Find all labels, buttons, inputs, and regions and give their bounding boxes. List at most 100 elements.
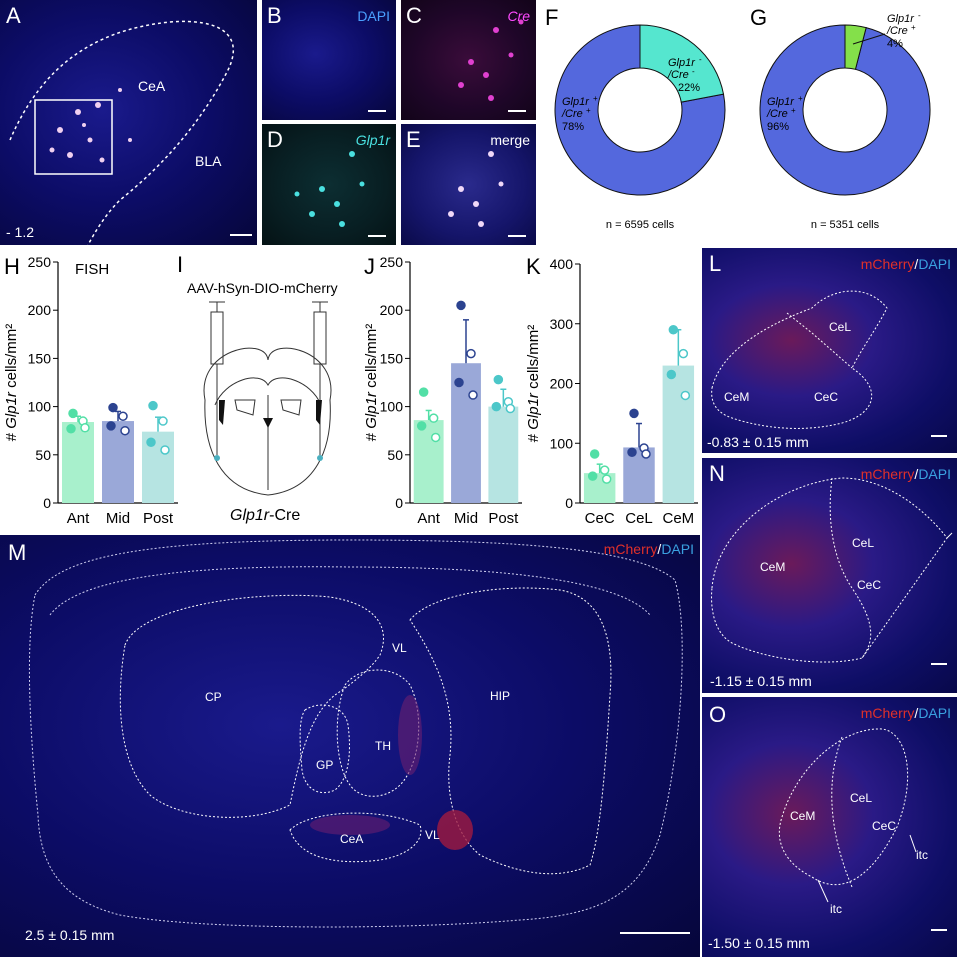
panel-b-image: B DAPI bbox=[262, 0, 396, 120]
panel-o-outline bbox=[778, 728, 917, 903]
panel-a-region-bla: BLA bbox=[195, 153, 222, 169]
slice-label-gene: Glp1r bbox=[668, 57, 696, 69]
y-axis-label: # Glp1r cells/mm² bbox=[525, 325, 542, 443]
y-tick-label: 50 bbox=[387, 447, 403, 463]
donut-slice bbox=[639, 24, 725, 103]
data-point bbox=[418, 387, 429, 397]
y-tick-label: 100 bbox=[550, 435, 574, 451]
panel-b-letter: B bbox=[267, 3, 282, 28]
data-point bbox=[641, 449, 651, 459]
data-point bbox=[118, 411, 128, 421]
data-point bbox=[106, 421, 116, 431]
panel-b-channel: DAPI bbox=[357, 8, 390, 24]
data-point bbox=[456, 300, 466, 311]
panel-c-letter: C bbox=[406, 3, 422, 28]
y-tick-label: 100 bbox=[28, 399, 52, 415]
x-tick-label: CeC bbox=[585, 510, 615, 527]
slice-label-sup: - bbox=[918, 11, 921, 20]
data-point bbox=[108, 402, 118, 413]
data-point bbox=[160, 445, 170, 455]
panel-l-letter: L bbox=[709, 251, 722, 276]
data-point bbox=[80, 423, 90, 433]
y-tick-label: 100 bbox=[380, 399, 404, 415]
bar bbox=[662, 365, 695, 503]
scale-bar bbox=[508, 235, 526, 237]
panel-d-cells bbox=[294, 151, 365, 227]
panel-i-mouse-line: Glp1r-Cre bbox=[230, 507, 300, 525]
x-tick-label: Mid bbox=[454, 510, 478, 527]
panel-m-image: M mCherry/DAPI CP VL HIP TH GP CeA VL 2.… bbox=[0, 535, 700, 957]
panel-i: I AAV-hSyn-DIO-mCherry Glp1r-Cre bbox=[175, 250, 360, 533]
data-point bbox=[491, 401, 502, 412]
panel-c-cells bbox=[458, 19, 524, 101]
stain-mcherry: mCherry bbox=[860, 466, 915, 482]
panel-m-stain: mCherry/DAPI bbox=[604, 541, 694, 557]
slice-label-sup: + bbox=[593, 94, 598, 103]
panel-m-letter: M bbox=[8, 540, 27, 565]
data-point bbox=[627, 447, 637, 457]
slice-label-gene: Glp1r bbox=[887, 13, 915, 25]
y-tick-label: 200 bbox=[28, 302, 52, 318]
scale-bar bbox=[508, 110, 526, 112]
data-point bbox=[666, 369, 677, 380]
data-point bbox=[601, 474, 612, 484]
panel-d-letter: D bbox=[267, 127, 283, 152]
stain-separator: / bbox=[914, 705, 919, 721]
panel-o-coordinate: -1.50 ± 0.15 mm bbox=[708, 935, 810, 951]
stain-separator: / bbox=[914, 256, 919, 272]
data-point bbox=[68, 408, 78, 419]
panel-n-region-cem: CeM bbox=[760, 560, 786, 574]
y-axis-label: # Glp1r cells/mm² bbox=[363, 324, 380, 442]
panel-o-region-cem: CeM bbox=[790, 809, 816, 823]
slice-label-gene: Glp1r bbox=[767, 96, 795, 108]
x-tick-label: CeL bbox=[625, 510, 653, 527]
data-point bbox=[629, 408, 639, 419]
n-cells-label: n = 6595 cells bbox=[606, 219, 675, 231]
panel-m-region-vl-1: VL bbox=[392, 641, 407, 655]
panel-n-stain: mCherry/DAPI bbox=[861, 466, 951, 482]
scale-bar bbox=[368, 235, 386, 237]
bar bbox=[413, 420, 444, 503]
panel-n-region-cel: CeL bbox=[852, 536, 875, 550]
slice-label-sup: + bbox=[586, 106, 591, 115]
y-tick-label: 150 bbox=[380, 350, 404, 366]
bar bbox=[62, 422, 94, 503]
panel-c-channel: Cre bbox=[507, 8, 530, 24]
y-tick-label: 50 bbox=[35, 447, 51, 463]
data-point bbox=[428, 413, 439, 423]
data-point bbox=[146, 437, 156, 448]
data-point bbox=[416, 421, 427, 431]
donut-slice bbox=[554, 24, 726, 196]
slice-label-cre: /Cre bbox=[561, 108, 583, 120]
y-tick-label: 200 bbox=[380, 302, 404, 318]
panel-a-region-cea: CeA bbox=[138, 78, 166, 94]
panel-g-letter: G bbox=[750, 5, 767, 30]
panel-i-mouse-gene: Glp1r bbox=[230, 507, 270, 524]
panel-l-image: L mCherry/DAPI CeL CeM CeC -0.83 ± 0.15 … bbox=[702, 248, 957, 453]
slice-label-sup: + bbox=[798, 94, 803, 103]
panel-a-letter: A bbox=[6, 3, 21, 28]
panel-m-coordinate: 2.5 ± 0.15 mm bbox=[25, 927, 115, 943]
slice-label-gene: Glp1r bbox=[562, 96, 590, 108]
panel-i-mouse-suffix: -Cre bbox=[269, 507, 301, 524]
panel-e-image: E merge bbox=[401, 124, 536, 245]
data-point bbox=[599, 465, 610, 475]
panel-f-letter: F bbox=[545, 5, 558, 30]
brain-schematic bbox=[203, 301, 332, 496]
bar bbox=[451, 363, 481, 503]
bar-chart-k: K 0 100 200 300 400 # Glp1r cells/mm² CeC CeL CeM bbox=[525, 254, 698, 527]
panel-l-stain: mCherry/DAPI bbox=[861, 256, 951, 272]
data-point bbox=[120, 425, 130, 436]
panel-h-note: FISH bbox=[75, 261, 109, 278]
donut-slice bbox=[844, 24, 867, 70]
x-tick-label: Post bbox=[488, 510, 519, 527]
stain-dapi: DAPI bbox=[918, 705, 951, 721]
panel-o-region-itc-2: itc bbox=[830, 902, 842, 916]
stain-mcherry: mCherry bbox=[860, 256, 915, 272]
stain-dapi: DAPI bbox=[918, 256, 951, 272]
panel-a-image: A CeA BLA - 1.2 bbox=[0, 0, 257, 245]
y-tick-label: 0 bbox=[43, 495, 51, 511]
panel-e-cells bbox=[448, 151, 504, 227]
slice-label-sup: - bbox=[699, 55, 702, 64]
x-tick-label: Post bbox=[143, 510, 174, 527]
